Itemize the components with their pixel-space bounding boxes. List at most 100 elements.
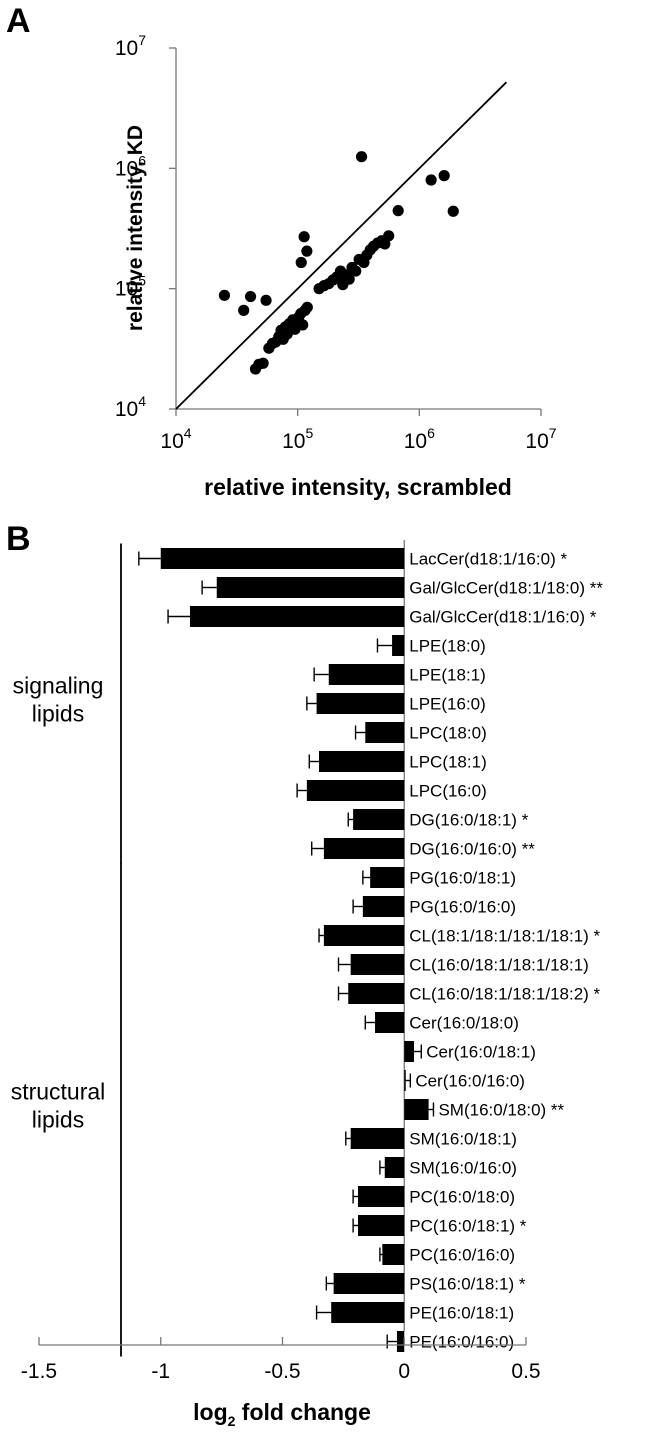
x-tick-label: 0.5 [511, 1360, 540, 1383]
bar [382, 1244, 405, 1265]
x-label-subscript: 2 [228, 1413, 236, 1429]
x-tick-label: -1.5 [21, 1360, 57, 1383]
bar-x-axis: -1.5 -1 -0.5 0 0.5 [21, 1337, 541, 1383]
bar [357, 1186, 405, 1207]
y-axis-label: relative intensity, KD [124, 125, 147, 331]
bar [316, 693, 405, 714]
bar-label: DG(16:0/16:0) ** [409, 840, 535, 859]
bar-label: LPE(18:1) [409, 666, 486, 685]
y-tick-label: 107 [115, 32, 146, 60]
scatter-point [260, 294, 272, 306]
scatter-point [447, 205, 459, 217]
bar-label: SM(16:0/18:1) [409, 1130, 517, 1149]
bar-label: PG(16:0/18:1) [409, 869, 516, 888]
bar [350, 1128, 405, 1149]
scatter-point [383, 230, 395, 242]
bar [189, 606, 405, 627]
bar [333, 1273, 405, 1294]
bar-label: PE(16:0/16:0) [409, 1333, 514, 1352]
scatter-points [218, 151, 459, 375]
bar [348, 983, 405, 1004]
bar-label: LacCer(d18:1/16:0) * [409, 550, 567, 569]
bar [396, 1331, 405, 1352]
bar-label: PG(16:0/16:0) [409, 898, 516, 917]
bar [365, 722, 405, 743]
bar-label: LPC(18:0) [409, 724, 486, 743]
bars: LacCer(d18:1/16:0) * Gal/GlcCer(d18:1/18:… [138, 540, 603, 1352]
x-tick-label: -0.5 [264, 1360, 300, 1383]
bar-label: Cer(16:0/18:1) [426, 1043, 536, 1062]
bar-label: DG(16:0/18:1) * [409, 811, 528, 830]
bar [319, 751, 405, 772]
bar-label: CL(16:0/18:1/18:1/18:1) [409, 956, 589, 975]
x-tick-label: 0 [398, 1360, 410, 1383]
bar-label: SM(16:0/16:0) [409, 1159, 517, 1178]
y-tick-label: 106 [115, 152, 146, 180]
group-label: lipids [32, 1107, 84, 1133]
identity-line [175, 81, 508, 410]
scatter-point [298, 231, 310, 243]
x-tick-label: 106 [404, 425, 435, 453]
bar [323, 838, 405, 859]
group-label: signaling [13, 673, 104, 699]
scatter-point [297, 319, 309, 331]
bar-label: Cer(16:0/18:0) [409, 1014, 519, 1033]
bar-label: SM(16:0/18:0) ** [438, 1101, 564, 1120]
x-tick-label: -1 [151, 1360, 170, 1383]
scatter-point [350, 265, 362, 277]
scatter-point [392, 205, 404, 217]
bar [160, 548, 405, 569]
bar-label: LPE(18:0) [409, 637, 486, 656]
bar [404, 1041, 414, 1062]
bar [323, 925, 405, 946]
panel-a-letter: A [6, 2, 31, 40]
bar [216, 577, 405, 598]
scatter-point [238, 304, 250, 316]
bar [357, 1215, 405, 1236]
scatter-point [425, 174, 437, 186]
scatter-point [301, 245, 313, 257]
x-label-rest: fold change [235, 1399, 370, 1425]
bar [306, 780, 405, 801]
scatter-point [257, 357, 269, 369]
bar [404, 1070, 406, 1091]
bar [328, 664, 405, 685]
bar [384, 1157, 405, 1178]
x-label-main: log [193, 1399, 228, 1425]
scatter-point [218, 289, 231, 301]
bar [350, 954, 405, 975]
y-tick-label: 104 [115, 393, 146, 421]
scatter-point [343, 273, 355, 285]
bar-label: LPE(16:0) [409, 695, 486, 714]
bar-label: PC(16:0/18:0) [409, 1188, 515, 1207]
group-label: lipids [32, 701, 84, 727]
bar [370, 867, 405, 888]
scatter-chart: 104 104 105 105 106 106 107 107 relative intens… [115, 32, 557, 500]
bar-label: PS(16:0/18:1) * [409, 1275, 526, 1294]
scatter-point [301, 301, 313, 313]
bar [392, 635, 405, 656]
y-tick-label: 105 [115, 273, 146, 301]
x-tick-label: 104 [160, 425, 191, 453]
scatter-point [244, 290, 257, 303]
bar-label: CL(18:1/18:1/18:1/18:1) * [409, 927, 600, 946]
scatter-tick-labels: 104 104 105 105 106 106 107 107 [115, 32, 557, 453]
bar-label: CL(16:0/18:1/18:1/18:2) * [409, 985, 600, 1004]
bar-label: PE(16:0/18:1) [409, 1304, 514, 1323]
bar-label: LPC(16:0) [409, 782, 486, 801]
bar-label: PC(16:0/18:1) * [409, 1217, 527, 1236]
scatter-axes [169, 47, 542, 416]
bar-label: PC(16:0/16:0) [409, 1246, 515, 1265]
scatter-point [295, 256, 307, 269]
bar-label: Gal/GlcCer(d18:1/16:0) * [409, 608, 596, 627]
group-label: structural [11, 1079, 106, 1105]
bar [375, 1012, 405, 1033]
bar [353, 809, 405, 830]
x-tick-label: 107 [525, 425, 556, 453]
x-axis-label: relative intensity, scrambled [204, 474, 512, 500]
bar-label: LPC(18:1) [409, 753, 486, 772]
bar-label: Cer(16:0/16:0) [415, 1072, 525, 1091]
